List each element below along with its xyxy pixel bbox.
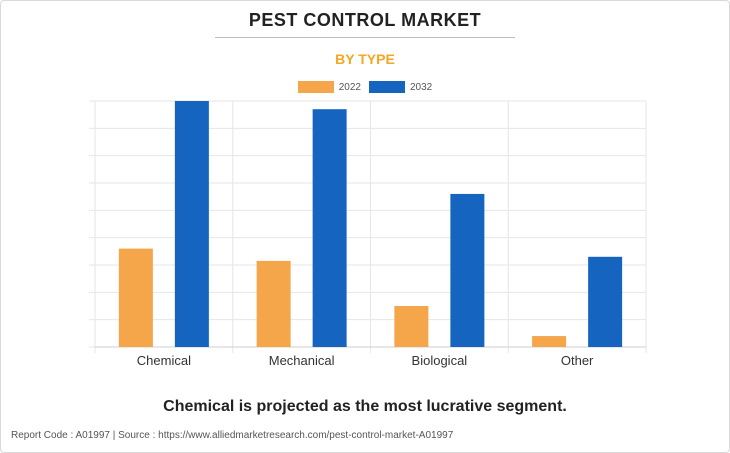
- bar-mechanical-2032: [312, 109, 347, 347]
- bar-chemical-2022: [118, 248, 153, 347]
- title-divider: [215, 37, 515, 38]
- legend-label-2032: 2032: [410, 81, 433, 93]
- chart-title: PEST CONTROL MARKET: [248, 10, 482, 30]
- chart-subtitle: BY TYPE: [335, 51, 395, 67]
- report-footer: Report Code : A01997 | Source : https://…: [11, 430, 454, 441]
- chart-caption: Chemical is projected as the most lucrat…: [163, 398, 567, 415]
- legend-swatch-2032: [369, 81, 405, 93]
- bar-other-2032: [588, 256, 623, 347]
- bar-biological-2032: [450, 193, 485, 347]
- legend-label-2022: 2022: [338, 81, 361, 93]
- x-tick-label-mechanical: Mechanical: [269, 353, 335, 368]
- chart-legend: 2022 2032: [0, 79, 730, 95]
- legend-item-2032[interactable]: 2032: [369, 81, 432, 93]
- bar-biological-2022: [394, 306, 429, 347]
- bar-chemical-2032: [174, 101, 209, 347]
- legend-swatch-2022: [297, 81, 334, 93]
- x-tick-label-other: Other: [561, 353, 594, 368]
- x-tick-label-chemical: Chemical: [137, 353, 191, 368]
- x-tick-label-biological: Biological: [412, 353, 468, 368]
- bar-mechanical-2022: [256, 260, 291, 347]
- legend-item-2022[interactable]: 2022: [297, 81, 361, 93]
- bar-other-2022: [532, 336, 567, 347]
